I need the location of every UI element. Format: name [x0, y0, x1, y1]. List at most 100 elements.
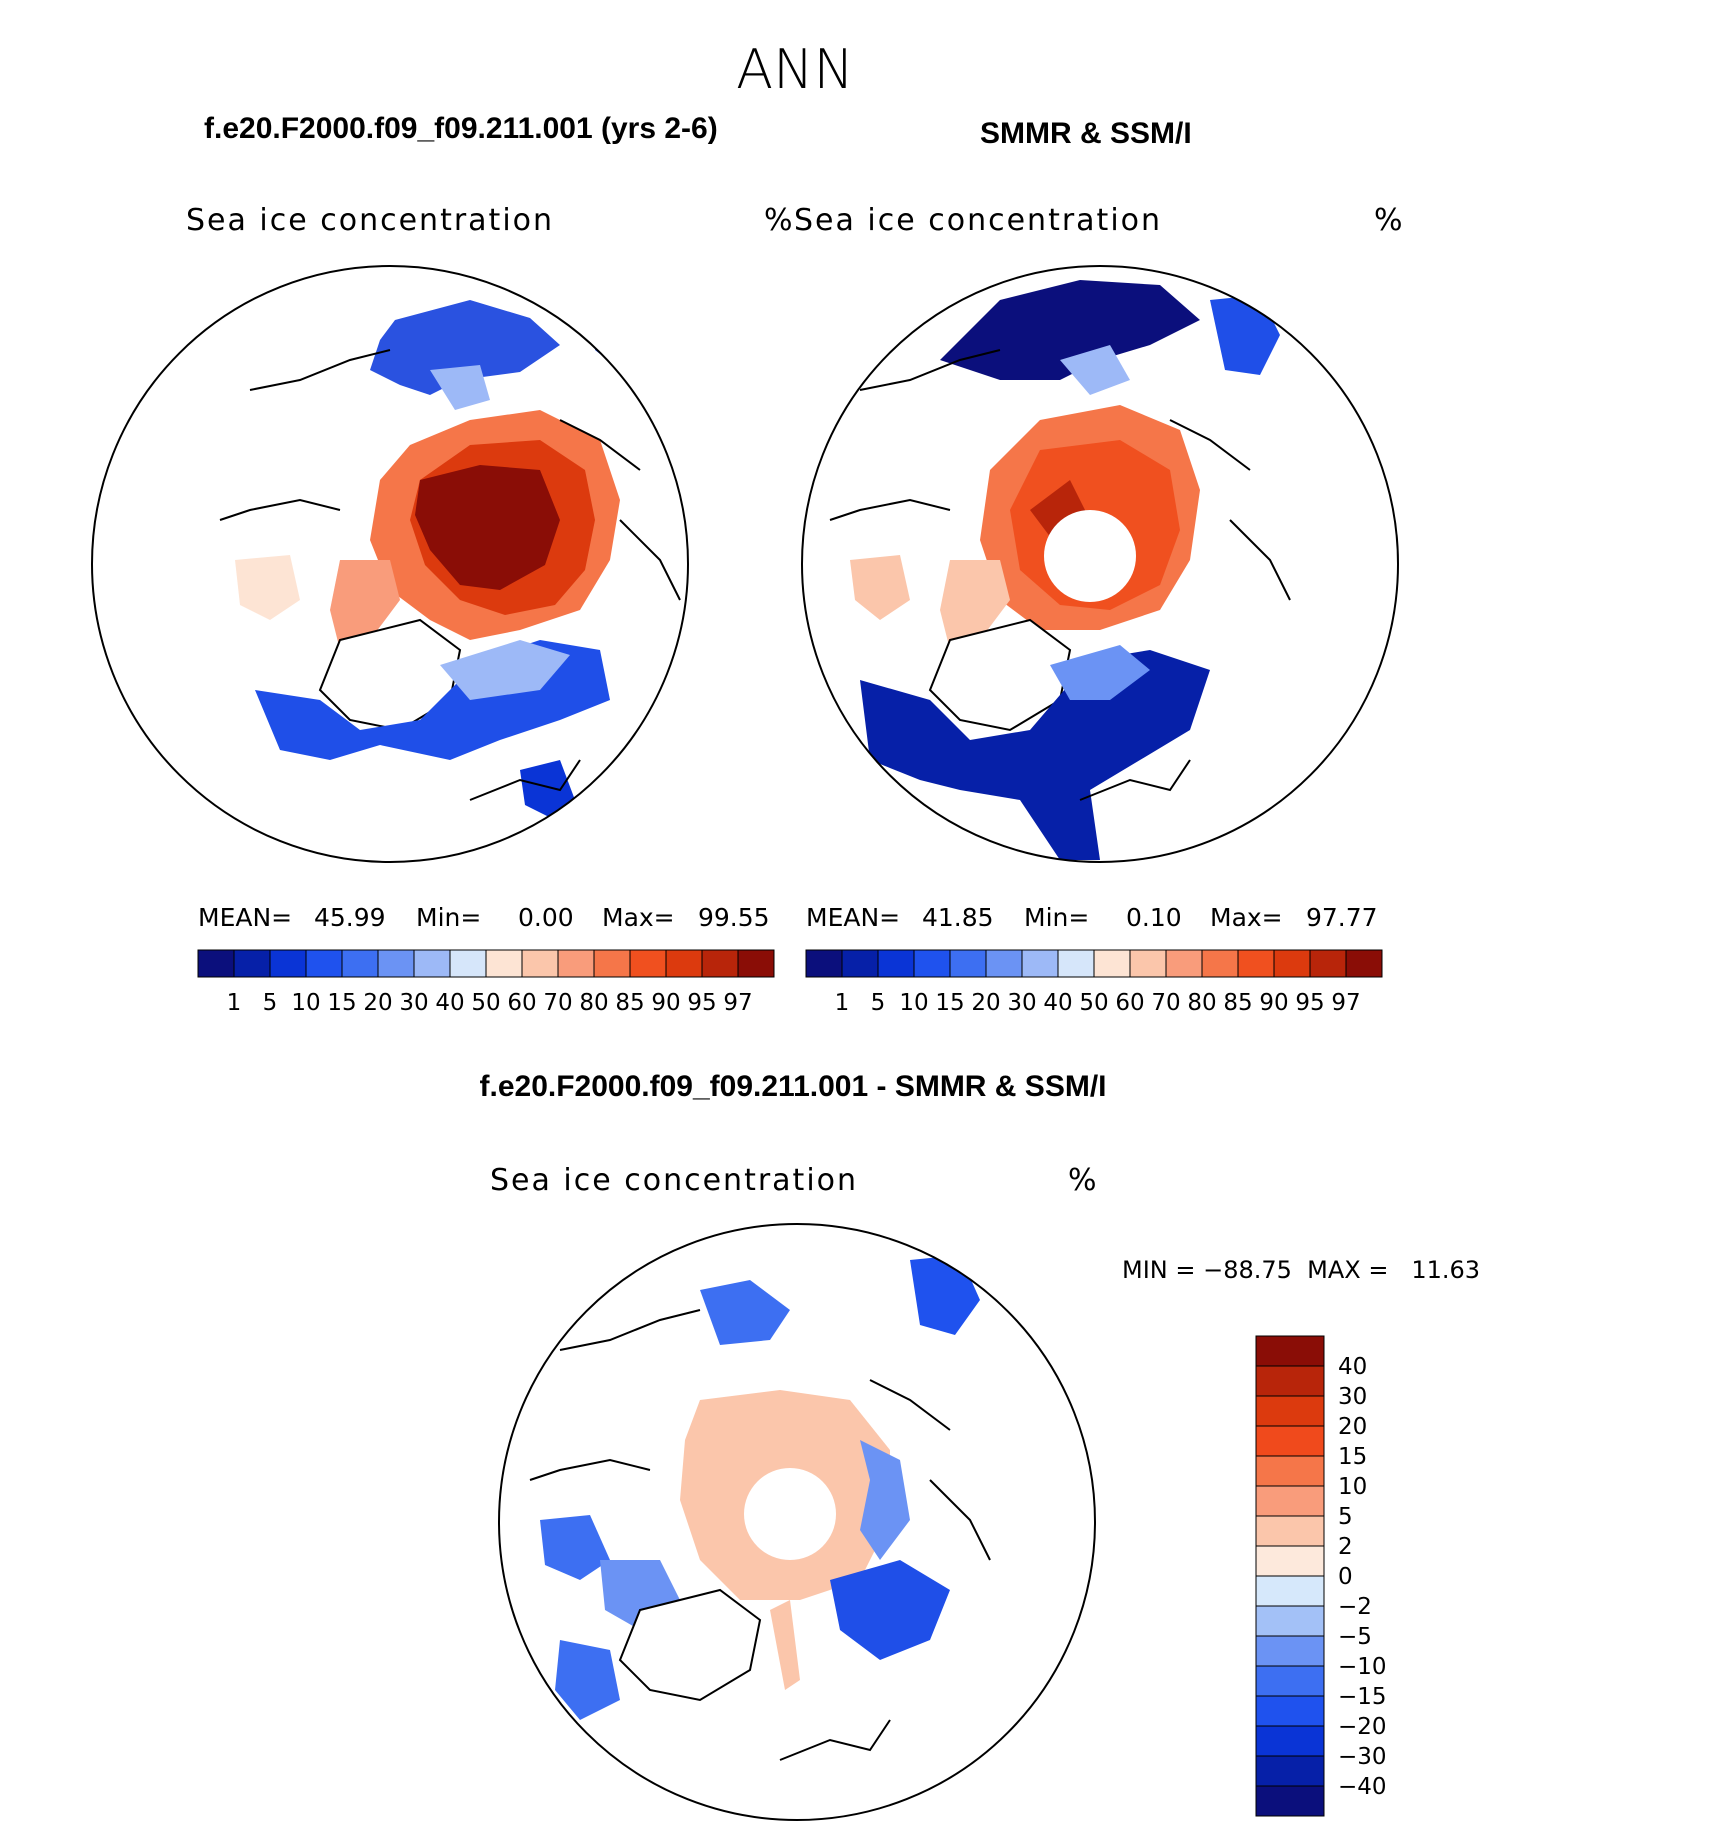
panel-a-colorbar-swatch [377, 949, 415, 978]
panel-c-colorbar-tick-label: −40 [1338, 1774, 1387, 1800]
panel-b-title: SMMR & SSM/I [980, 117, 1192, 150]
panel-c-colorbar-swatch [1255, 1785, 1325, 1817]
panel-a-colorbar-swatch [701, 949, 739, 978]
panel-a-colorbar-tick-label: 80 [579, 990, 608, 1016]
panel-b-max-value: 97.77 [1306, 903, 1378, 932]
figure-title: ANN [736, 38, 854, 101]
panel-b-colorbar-swatch [1021, 949, 1059, 978]
panel-a-mean-label: MEAN= [198, 903, 292, 932]
panel-a-colorbar-swatch [233, 949, 271, 978]
panel-c-bering-blue [700, 1280, 790, 1345]
panel-c-colorbar-swatch [1255, 1335, 1325, 1367]
panel-c-colorbar-swatch [1255, 1395, 1325, 1427]
panel-a-bering-ice [370, 300, 560, 395]
panel-a-colorbar-swatch [269, 949, 307, 978]
panel-a-variable: Sea ice concentration [186, 203, 554, 238]
panel-a-colorbar-swatch [737, 949, 775, 978]
panel-b-colorbar-swatch [1309, 949, 1347, 978]
panel-c-coastline [529, 1309, 991, 1761]
panel-b-colorbar-tick-label: 1 [835, 990, 850, 1016]
panel-c-colorbar-tick-label: −30 [1338, 1744, 1387, 1770]
panel-a-colorbar-tick-label: 30 [399, 990, 428, 1016]
panel-b-variable: Sea ice concentration [794, 203, 1162, 238]
panel-b-colorbar-swatch [1093, 949, 1131, 978]
panel-a-colorbar-tick-label: 50 [471, 990, 500, 1016]
panel-c-labrador-blue [555, 1640, 620, 1720]
panel-b-pole-hole [1044, 510, 1136, 602]
panel-b-colorbar-tick-label: 85 [1223, 990, 1252, 1016]
panel-a-mean-value: 45.99 [314, 903, 386, 932]
panel-c-colorbar-tick-label: −2 [1338, 1594, 1372, 1620]
panel-a-colorbar-tick-label: 90 [651, 990, 680, 1016]
panel-b-colorbar-swatch [841, 949, 879, 978]
panel-a-colorbar-swatch [521, 949, 559, 978]
panel-a-colorbar-tick-label: 97 [723, 990, 752, 1016]
panel-b-greenland [928, 618, 1072, 732]
panel-a-title: f.e20.F2000.f09_f09.211.001 (yrs 2-6) [204, 112, 718, 145]
panel-a-colorbar-swatch [305, 949, 343, 978]
panel-c-colorbar-tick-label: −15 [1338, 1684, 1387, 1710]
panel-c-colorbar-tick-label: 40 [1338, 1354, 1367, 1380]
panel-a-colorbar-tick-label: 20 [363, 990, 392, 1016]
panel-a-colorbar-tick-label: 60 [507, 990, 536, 1016]
panel-b-colorbar-tick-label: 10 [899, 990, 928, 1016]
panel-a-okhotsk-ice-inner [615, 315, 655, 360]
panel-a-colorbar: 1 5 10 15 20 30 40 50 60 70 80 85 90 95 97 [197, 949, 775, 1016]
panel-b-colorbar-swatch [877, 949, 915, 978]
panel-a-colorbar-swatch [413, 949, 451, 978]
panel-b-colorbar-tick-label: 20 [971, 990, 1000, 1016]
panel-a-colorbar-swatch [557, 949, 595, 978]
panel-c-colorbar-swatch [1255, 1425, 1325, 1457]
panel-c-colorbar-swatch [1255, 1605, 1325, 1637]
panel-a-archipelago [330, 560, 400, 650]
panel-b-colorbar-tick-label: 70 [1151, 990, 1180, 1016]
panel-b-colorbar-tick-label: 90 [1259, 990, 1288, 1016]
panel-b-colorbar-swatch [1129, 949, 1167, 978]
panel-b-atlantic-light [1050, 645, 1150, 700]
panel-b-map [829, 280, 1291, 860]
panel-c-colorbar-swatch [1255, 1755, 1325, 1787]
panel-c-colorbar-swatch [1255, 1635, 1325, 1667]
panel-b-colorbar-swatch [1201, 949, 1239, 978]
panel-b-colorbar-swatch [1057, 949, 1095, 978]
panel-a-colorbar-swatch [197, 949, 235, 978]
panel-a-colorbar-tick-label: 10 [291, 990, 320, 1016]
panel-c-greenland [618, 1588, 762, 1702]
panel-b-colorbar-swatch [1345, 949, 1383, 978]
panel-c-colorbar-swatch [1255, 1725, 1325, 1757]
panel-c-map [529, 1255, 991, 1761]
panel-b-colorbar-tick-label: 80 [1187, 990, 1216, 1016]
panel-b-colorbar-tick-label: 50 [1079, 990, 1108, 1016]
panel-b-colorbar-swatch [1273, 949, 1311, 978]
panel-b-max-label: Max= [1210, 903, 1283, 932]
panel-c-colorbar-swatch [1255, 1365, 1325, 1397]
panel-b-baffin-light [850, 555, 910, 620]
panel-b-bering-light [1060, 345, 1130, 395]
panel-a-colorbar-swatch [593, 949, 631, 978]
panel-c-colorbar-swatch [1255, 1695, 1325, 1727]
panel-b-colorbar-tick-label: 97 [1331, 990, 1360, 1016]
panel-b-boundary [801, 265, 1399, 863]
panel-c-minmax: MIN = −88.75 MAX = 11.63 [1122, 1256, 1480, 1284]
panel-a-coastline [219, 349, 681, 801]
panel-a-min-label: Min= [416, 903, 481, 932]
panel-a-colorbar-tick-label: 5 [263, 990, 278, 1016]
panel-c-colorbar-tick-label: 5 [1338, 1504, 1353, 1530]
panel-b-mean-label: MEAN= [806, 903, 900, 932]
panel-b-colorbar-tick-label: 15 [935, 990, 964, 1016]
panel-a-max-label: Max= [602, 903, 675, 932]
panel-b-colorbar-swatch [1165, 949, 1203, 978]
panel-b-colorbar-tick-label: 95 [1295, 990, 1324, 1016]
panel-c-colorbar-tick-label: 0 [1338, 1564, 1353, 1590]
panel-c-colorbar-tick-label: 10 [1338, 1474, 1367, 1500]
panel-c-pole-hole [744, 1468, 836, 1560]
panel-b-colorbar-tick-label: 30 [1007, 990, 1036, 1016]
panel-a-boundary [91, 265, 689, 863]
panel-a-units: % [764, 203, 793, 238]
panel-b-coastline [829, 349, 1291, 801]
panel-b-min-label: Min= [1024, 903, 1089, 932]
panel-c-arctic-blue-edge [860, 1440, 910, 1560]
panel-c-colorbar-swatch [1255, 1545, 1325, 1577]
panel-b-colorbar-swatch [913, 949, 951, 978]
